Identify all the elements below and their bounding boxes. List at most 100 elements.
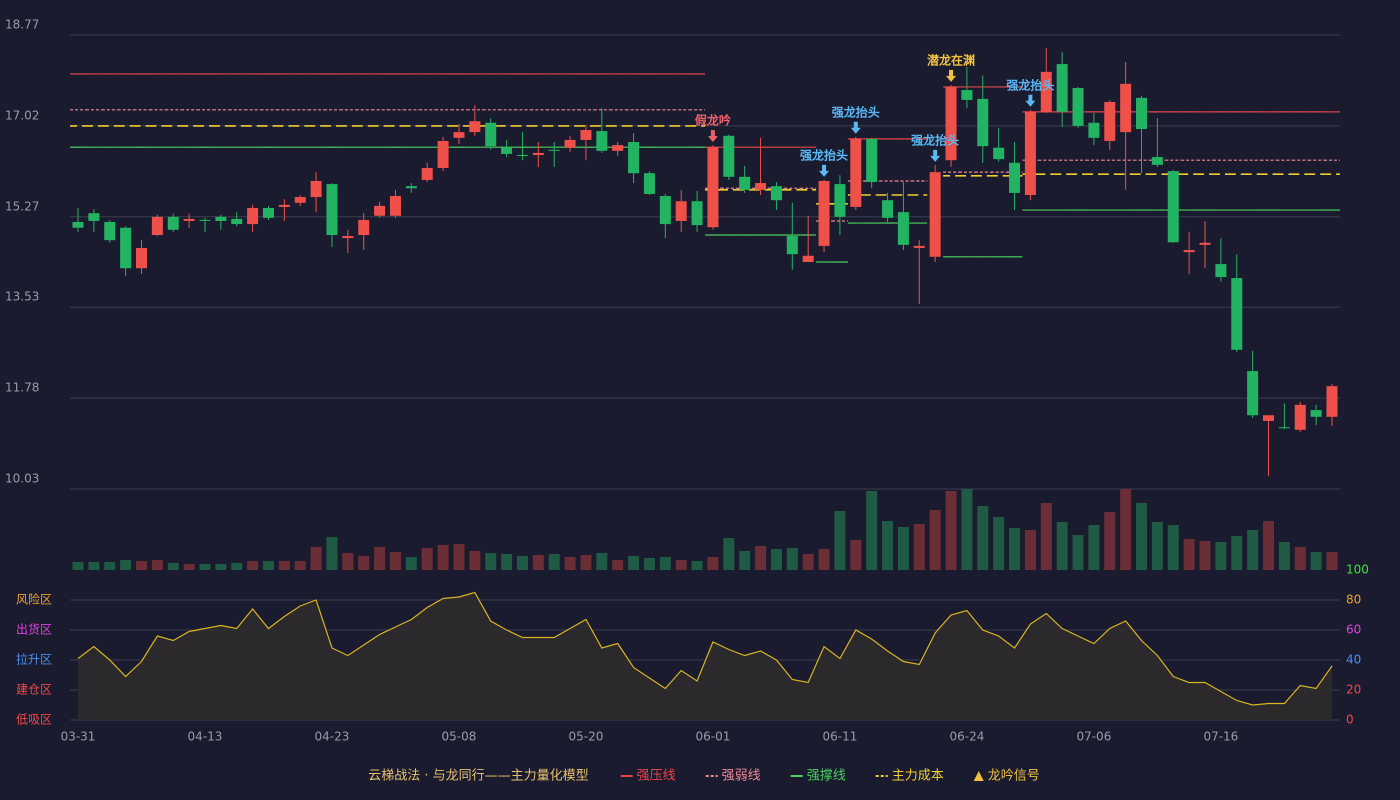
signal-arrow: [819, 164, 830, 177]
volume-bar: [326, 537, 338, 570]
y2-tick-label: 100: [1346, 563, 1369, 577]
volume-bar: [675, 560, 687, 570]
legend-label: 龙吟信号: [988, 768, 1040, 784]
candle-body: [643, 173, 655, 194]
candle-body: [1199, 242, 1211, 245]
legend: 云梯战法 · 与龙同行——主力量化模型 强压线 强弱线 强撑线 主力成本 龙吟信号: [368, 768, 1039, 784]
candle-body: [72, 222, 84, 228]
signal-arrow: [850, 121, 861, 134]
candle-body: [723, 135, 735, 177]
candle-body: [231, 218, 243, 225]
volume-bar: [612, 560, 624, 570]
volume-bar: [1183, 539, 1195, 570]
candle-body: [421, 167, 433, 180]
y-tick-label: 17.02: [5, 108, 39, 122]
volume-bar: [882, 521, 894, 570]
signal-label: 强龙抬头: [911, 132, 959, 147]
volume-bar: [770, 549, 782, 570]
candle-body: [262, 207, 274, 218]
volume-bar: [1151, 522, 1163, 570]
volume-bar: [1104, 512, 1116, 570]
y2-tick-label: 20: [1346, 683, 1361, 697]
candle-body: [739, 176, 751, 190]
volume-bar: [1326, 552, 1338, 570]
signal-label: 强龙抬头: [1006, 77, 1054, 92]
y2-tick-label: 40: [1346, 653, 1361, 667]
volume-bar: [1310, 552, 1322, 570]
volume-bar: [993, 517, 1005, 570]
volume-bar: [1263, 521, 1275, 570]
candle-body: [1120, 83, 1132, 133]
candle-body: [469, 121, 481, 133]
candle-body: [612, 145, 624, 151]
volume-bar: [72, 562, 84, 570]
candle-body: [437, 140, 449, 168]
x-tick-label: 06-11: [822, 730, 857, 744]
candle-body: [993, 147, 1005, 160]
volume-bar: [469, 551, 481, 570]
candle-body: [1072, 87, 1084, 126]
candle-body: [389, 196, 401, 216]
candle-body: [215, 216, 227, 221]
volume-bar: [167, 563, 179, 570]
volume-bar: [1294, 547, 1306, 570]
volume-bar: [977, 506, 989, 570]
candle-body: [770, 186, 782, 201]
y-tick-label: 10.03: [5, 472, 39, 486]
candle-body: [977, 98, 989, 147]
candle-body: [659, 196, 671, 225]
indicator-line: [77, 591, 1333, 706]
volume-bar: [358, 556, 370, 570]
zone-label: 建仓区: [16, 683, 52, 697]
candle-body: [675, 201, 687, 221]
volume-bar: [1088, 525, 1100, 570]
volume-bar: [1009, 528, 1021, 570]
volume-bar: [405, 557, 417, 570]
candle-body: [1136, 97, 1148, 130]
volume-bar: [342, 553, 354, 570]
volume-bar: [1136, 503, 1148, 570]
x-tick-label: 06-24: [949, 730, 984, 744]
candle-body: [961, 90, 973, 100]
candle-body: [1310, 410, 1322, 417]
zone-label: 拉升区: [16, 652, 52, 667]
signal-arrow: [930, 149, 941, 162]
candle-body: [167, 216, 179, 230]
legend-title: 云梯战法 · 与龙同行——主力量化模型: [368, 769, 588, 784]
volume-bar: [707, 557, 719, 570]
candle-body: [1247, 371, 1259, 416]
volume-bar: [501, 554, 513, 570]
volume-bar: [659, 557, 671, 570]
candle-body: [1056, 64, 1068, 112]
volume-bar: [723, 538, 735, 570]
candle-body: [913, 245, 925, 248]
candle-body: [1183, 250, 1195, 253]
candle-body: [1040, 71, 1052, 112]
volume-bar: [453, 544, 465, 570]
candle-body: [707, 147, 719, 228]
volume-bar: [516, 556, 528, 570]
candle-body: [326, 184, 338, 235]
y-tick-label: 11.78: [5, 381, 39, 395]
candle-body: [1278, 427, 1290, 429]
candle-body: [945, 86, 957, 161]
x-tick-label: 04-23: [315, 730, 350, 744]
candle-body: [1263, 415, 1275, 421]
volume-bar: [532, 555, 544, 570]
candle-body: [516, 154, 528, 157]
candle-body: [866, 138, 878, 183]
volume-bar: [643, 558, 655, 570]
signal-label: 强龙抬头: [832, 104, 880, 119]
volume-bar: [866, 491, 878, 570]
y2-tick-label: 80: [1346, 593, 1361, 607]
candle-body: [1009, 162, 1021, 193]
candle-body: [104, 222, 116, 241]
candle-body: [342, 236, 354, 239]
volume-bar: [231, 563, 243, 570]
candle-body: [1167, 171, 1179, 243]
candle-body: [374, 205, 386, 216]
candle-body: [485, 122, 497, 147]
candle-body: [548, 149, 560, 151]
candle-body: [278, 204, 290, 207]
